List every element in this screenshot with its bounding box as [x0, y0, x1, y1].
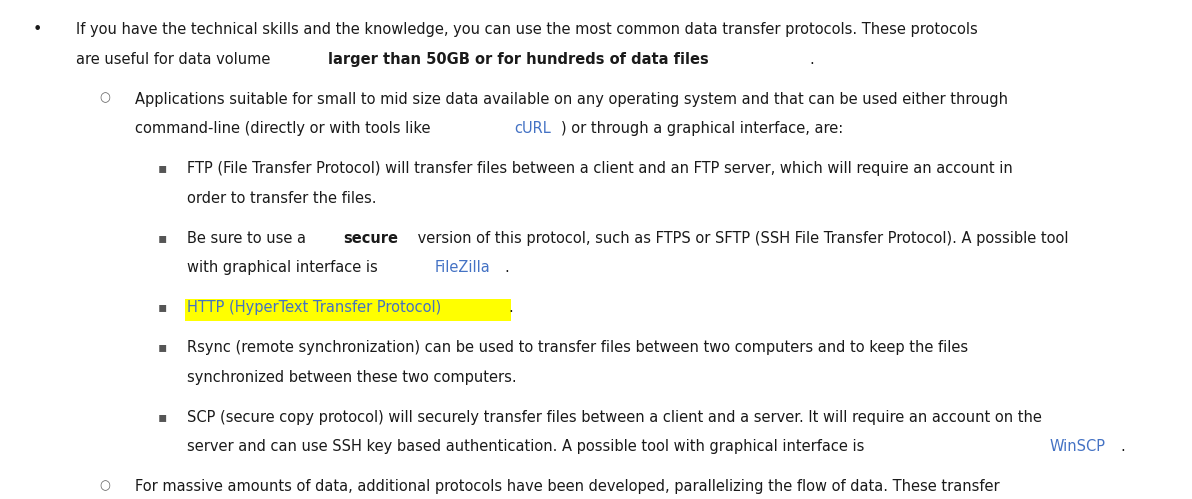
Text: are useful for data volume: are useful for data volume — [76, 52, 275, 67]
Text: .: . — [509, 300, 514, 315]
Text: ▪: ▪ — [157, 300, 167, 314]
Text: ○: ○ — [99, 479, 111, 493]
Text: HTTP (HyperText Transfer Protocol): HTTP (HyperText Transfer Protocol) — [187, 300, 441, 315]
Text: ▪: ▪ — [157, 231, 167, 245]
Text: .: . — [809, 52, 814, 67]
Text: ○: ○ — [99, 92, 111, 105]
Text: FTP (File Transfer Protocol) will transfer files between a client and an FTP ser: FTP (File Transfer Protocol) will transf… — [187, 161, 1013, 176]
Text: FileZilla: FileZilla — [434, 260, 490, 275]
Text: secure: secure — [343, 231, 398, 246]
Text: For massive amounts of data, additional protocols have been developed, paralleli: For massive amounts of data, additional … — [135, 479, 999, 495]
Text: WinSCP: WinSCP — [1049, 439, 1105, 454]
Text: ▪: ▪ — [157, 340, 167, 354]
Text: larger than 50GB or for hundreds of data files: larger than 50GB or for hundreds of data… — [328, 52, 708, 67]
Text: .: . — [1120, 439, 1125, 454]
Text: cURL: cURL — [514, 121, 551, 136]
Text: command-line (directly or with tools like: command-line (directly or with tools lik… — [135, 121, 435, 136]
Text: If you have the technical skills and the knowledge, you can use the most common : If you have the technical skills and the… — [76, 22, 977, 37]
Text: order to transfer the files.: order to transfer the files. — [187, 191, 377, 206]
Text: •: • — [33, 22, 43, 37]
Text: ▪: ▪ — [157, 161, 167, 175]
Text: version of this protocol, such as FTPS or SFTP (SSH File Transfer Protocol). A p: version of this protocol, such as FTPS o… — [412, 231, 1068, 246]
Text: synchronized between these two computers.: synchronized between these two computers… — [187, 370, 517, 385]
Text: with graphical interface is: with graphical interface is — [187, 260, 383, 275]
Text: ▪: ▪ — [157, 410, 167, 424]
Text: SCP (secure copy protocol) will securely transfer files between a client and a s: SCP (secure copy protocol) will securely… — [187, 410, 1042, 425]
Text: Applications suitable for small to mid size data available on any operating syst: Applications suitable for small to mid s… — [135, 92, 1007, 107]
Text: .: . — [504, 260, 509, 275]
Text: ) or through a graphical interface, are:: ) or through a graphical interface, are: — [560, 121, 843, 136]
FancyBboxPatch shape — [185, 299, 511, 321]
Text: server and can use SSH key based authentication. A possible tool with graphical : server and can use SSH key based authent… — [187, 439, 869, 454]
Text: Be sure to use a: Be sure to use a — [187, 231, 311, 246]
Text: Rsync (remote synchronization) can be used to transfer files between two compute: Rsync (remote synchronization) can be us… — [187, 340, 968, 355]
